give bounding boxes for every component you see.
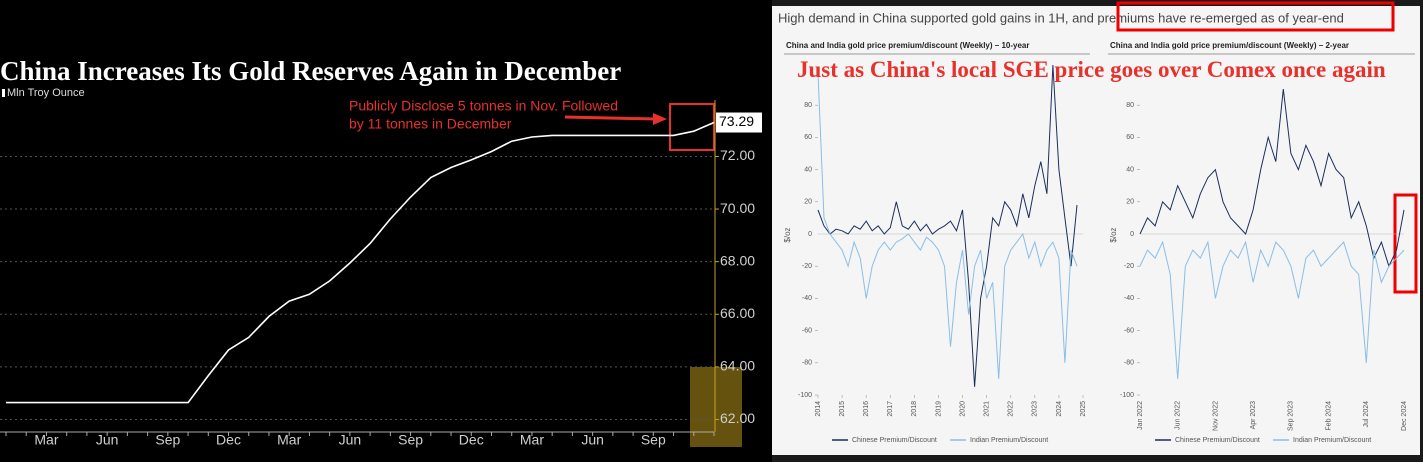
x-tick-label: 2024 [1056, 401, 1063, 417]
series-line [1139, 240, 1405, 379]
y-tick-label: 62.00 [720, 410, 755, 426]
y-tick-label: 80 [804, 102, 812, 109]
highlight-box [669, 103, 715, 151]
x-tick-label: Nov 2022 [1212, 401, 1219, 431]
y-tick-label: -20 [802, 263, 812, 270]
highlight-box [1393, 193, 1418, 294]
x-tick-label: Sep 2023 [1288, 401, 1295, 431]
logo [690, 367, 742, 447]
legend-label: Indian Premium/Discount [1293, 437, 1371, 444]
y-tick-label: 0 [1130, 231, 1134, 238]
x-tick-label: 2025 [1080, 401, 1087, 417]
x-tick-label: Jan 2022 [1137, 401, 1144, 430]
x-tick-label: 2015 [839, 401, 846, 417]
y-tick-label: 20 [804, 199, 812, 206]
highlight-box [1116, 1, 1395, 32]
y-tick-label: -40 [1124, 295, 1134, 302]
x-tick-label: 2014 [815, 401, 822, 417]
x-tick-label: 2021 [983, 401, 990, 417]
y-tick-label: 40 [1126, 166, 1134, 173]
chart-title: China and India gold price premium/disco… [1110, 41, 1349, 50]
x-tick-label: Jun 2022 [1175, 401, 1182, 430]
left-panel [0, 0, 770, 462]
y-tick-label: -60 [802, 327, 812, 334]
x-tick-label: 2019 [935, 401, 942, 417]
x-tick-label: Jun [96, 432, 119, 448]
y-label: $/oz [1109, 227, 1118, 242]
y-tick-label: 72.00 [720, 147, 755, 163]
y-tick-label: 80 [1126, 102, 1134, 109]
y-tick-label: -80 [802, 360, 812, 367]
y-tick-label: 20 [1126, 199, 1134, 206]
x-tick-label: Apr 2023 [1250, 401, 1257, 430]
x-tick-label: Dec [216, 432, 241, 448]
y-tick-label: 60 [1126, 134, 1134, 141]
right-panel [772, 6, 1420, 455]
y-tick-label: 40 [804, 166, 812, 173]
arrow [564, 115, 656, 121]
x-tick-label: Jun [581, 432, 604, 448]
x-tick-label: Dec [459, 432, 484, 448]
y-tick-label: -80 [1124, 360, 1134, 367]
y-tick-label: -40 [802, 295, 812, 302]
y-tick-label: 0 [808, 231, 812, 238]
y-tick-label: 60 [804, 134, 812, 141]
y-label: $/oz [783, 227, 792, 242]
x-tick-label: Dec 2024 [1401, 401, 1408, 431]
x-tick-label: Mar [277, 432, 301, 448]
annotation: by 11 tonnes in December [349, 116, 512, 132]
y-tick-label: 66.00 [720, 305, 755, 321]
end-label: 73.29 [719, 113, 754, 129]
series-line [817, 72, 1078, 379]
y-tick-label: -100 [1120, 392, 1134, 399]
legend-label: Indian Premium/Discount [970, 437, 1048, 444]
series-line [6, 121, 715, 404]
y-tick-label: -100 [798, 392, 812, 399]
y-tick-label: -60 [1124, 327, 1134, 334]
legend-label: Chinese Premium/Discount [852, 437, 937, 444]
x-tick-label: Feb 2024 [1325, 401, 1332, 431]
x-tick-label: 2017 [887, 401, 894, 417]
x-tick-label: Jun [339, 432, 362, 448]
header: High demand in China supported gold gain… [778, 10, 1344, 25]
series-line [1139, 89, 1405, 268]
x-tick-label: 2023 [1032, 401, 1039, 417]
legend-label: Chinese Premium/Discount [1175, 437, 1260, 444]
x-tick-label: 2018 [911, 401, 918, 417]
x-tick-label: Sep [641, 432, 666, 448]
x-tick-label: Jul 2024 [1363, 401, 1370, 428]
end-label-box [716, 112, 762, 133]
series-line [817, 64, 1078, 387]
x-tick-label: 2016 [863, 401, 870, 417]
x-tick-label: 2022 [1008, 401, 1015, 417]
arrow-head [653, 113, 667, 125]
y-tick-label: 68.00 [720, 252, 755, 268]
y-tick-label: 64.00 [720, 358, 755, 374]
annotation: Publicly Disclose 5 tonnes in Nov. Follo… [349, 98, 618, 114]
y-tick-label: -20 [1124, 263, 1134, 270]
x-tick-label: Mar [34, 432, 58, 448]
x-tick-label: Sep [398, 432, 423, 448]
y-label: Mln Troy Ounce [7, 87, 85, 99]
legend-swatch [2, 89, 5, 97]
y-tick-label: 70.00 [720, 200, 755, 216]
chart-title: China Increases Its Gold Reserves Again … [0, 56, 621, 86]
overlay-text: Just as China's local SGE price goes ove… [797, 57, 1386, 82]
x-tick-label: 2020 [959, 401, 966, 417]
x-tick-label: Sep [155, 432, 180, 448]
chart-title: China and India gold price premium/disco… [786, 41, 1029, 50]
x-tick-label: Mar [520, 432, 544, 448]
